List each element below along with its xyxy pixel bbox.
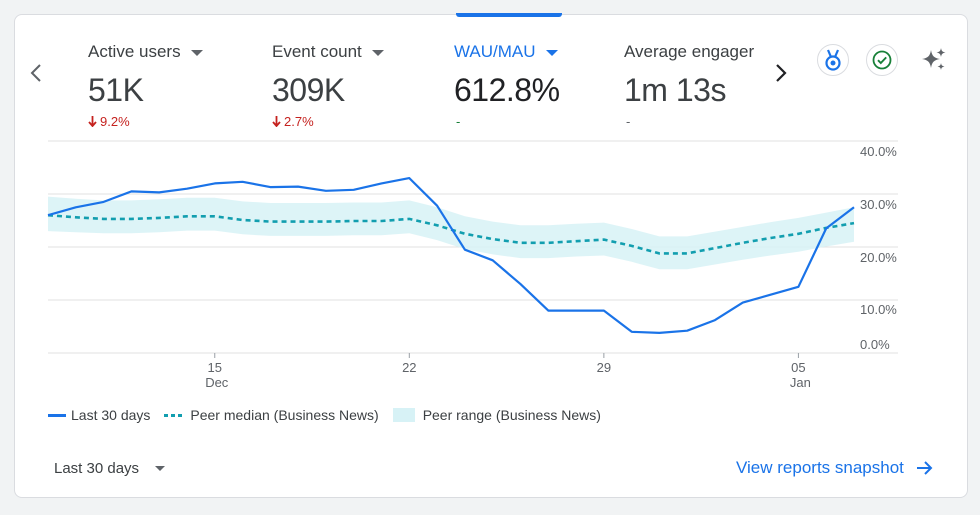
metric-active-users[interactable]: Active users 51K 9.2%: [88, 40, 248, 130]
metric-event-count[interactable]: Event count 309K 2.7%: [272, 40, 432, 130]
last-30-days-series: [47, 177, 855, 334]
metric-label-text: WAU/MAU: [454, 42, 536, 61]
last-30-days-line: [47, 177, 855, 334]
snapshot-link-text: View reports snapshot: [736, 458, 904, 477]
active-tab-indicator: [456, 13, 562, 17]
arrow-right-icon: [916, 461, 933, 475]
metric-change-text: 9.2%: [100, 113, 130, 129]
metric-value: 1m 13s: [624, 72, 726, 108]
metric-label-text: Event count: [272, 42, 362, 61]
metric-label: Active users: [88, 40, 248, 64]
peer-range-band: [48, 196, 854, 270]
legend-swatch-solid: [48, 413, 66, 417]
legend-item-peer-median[interactable]: Peer median (Business News): [164, 407, 379, 423]
date-range-dropdown[interactable]: Last 30 days: [54, 456, 166, 480]
caret-down-icon[interactable]: [190, 50, 203, 56]
arrow-down-icon: [88, 115, 97, 127]
x-tick-day: 29: [597, 360, 611, 375]
caret-down-icon[interactable]: [371, 50, 384, 56]
y-tick-label: 30.0%: [860, 197, 897, 212]
y-tick-label: 10.0%: [860, 302, 897, 317]
x-tick-day: 05: [791, 360, 805, 375]
legend-item-peer-range[interactable]: Peer range (Business News): [392, 407, 601, 423]
y-tick-label: 40.0%: [860, 144, 897, 159]
date-range-label: Last 30 days: [54, 459, 140, 477]
chart-legend: Last 30 days Peer median (Business News)…: [48, 405, 615, 425]
metric-change: 9.2%: [88, 113, 248, 129]
x-tick-day: 22: [402, 360, 416, 375]
y-axis-tick-labels: 40.0% 30.0% 20.0% 10.0% 0.0%: [860, 144, 897, 352]
metric-average-engagement[interactable]: Average engager 1m 13s -: [624, 40, 764, 130]
peer-median-line: [47, 213, 855, 255]
legend-label: Peer median (Business News): [190, 407, 379, 423]
caret-down-icon: [155, 465, 166, 471]
metric-change-text: 2.7%: [284, 113, 314, 129]
metric-label: WAU/MAU: [454, 40, 614, 64]
legend-label: Last 30 days: [71, 407, 151, 423]
legend-item-last-30-days[interactable]: Last 30 days: [48, 407, 150, 423]
view-reports-snapshot-link[interactable]: View reports snapshot: [736, 456, 934, 480]
metric-wau-mau[interactable]: WAU/MAU 612.8% -: [454, 40, 614, 130]
legend-label: Peer range (Business News): [422, 407, 601, 423]
sparkle-icon[interactable]: [918, 44, 950, 76]
y-tick-label: 0.0%: [860, 337, 890, 352]
metric-change: 2.7%: [272, 113, 432, 129]
chevron-right-icon[interactable]: [771, 63, 791, 83]
peer-median-series: [47, 213, 855, 255]
x-tick-month: Jan: [790, 375, 811, 390]
metric-value: 612.8%: [454, 72, 560, 108]
metric-value: 51K: [88, 72, 144, 108]
legend-swatch-band: [392, 408, 415, 422]
y-tick-label: 20.0%: [860, 250, 897, 265]
medal-badge-icon[interactable]: [817, 44, 849, 76]
chevron-left-icon[interactable]: [26, 63, 46, 83]
x-tick-month: Dec: [205, 375, 229, 390]
metric-change: -: [626, 113, 631, 129]
metric-label-text: Average engager: [624, 42, 755, 61]
arrow-down-icon: [272, 115, 281, 127]
metric-label-text: Active users: [88, 42, 181, 61]
legend-swatch-dashed: [164, 413, 183, 417]
metric-value: 309K: [272, 72, 345, 108]
metric-change: -: [456, 113, 461, 129]
overview-card: [14, 14, 968, 498]
metric-label: Average engager: [624, 40, 764, 64]
peer-range-area: [48, 196, 854, 270]
check-circle-icon[interactable]: [866, 44, 898, 76]
caret-down-icon[interactable]: [545, 50, 558, 56]
x-tick-day: 15: [208, 360, 222, 375]
metric-label: Event count: [272, 40, 432, 64]
